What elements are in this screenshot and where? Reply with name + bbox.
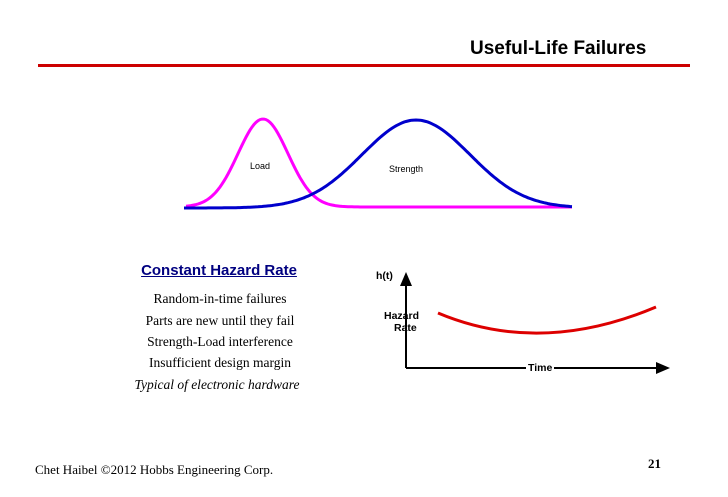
bullet-item: Insufficient design margin [149, 355, 291, 370]
slide-title: Useful-Life Failures [470, 38, 647, 59]
hazard-axes [400, 272, 670, 374]
y-axis-label: h(t) [376, 270, 393, 282]
hazard-label-line2: Rate [394, 322, 417, 334]
bullet-item: Strength-Load interference [147, 334, 293, 349]
footer-credit: Chet Haibel ©2012 Hobbs Engineering Corp… [35, 462, 274, 477]
bullet-item: Parts are new until they fail [145, 313, 295, 328]
hazard-rate-curve [437, 305, 657, 335]
note-text: Typical of electronic hardware [134, 377, 300, 392]
page-number: 21 [648, 456, 661, 471]
strength-label: Strength [389, 164, 424, 174]
bullet-item: Random-in-time failures [153, 291, 287, 306]
load-label: Load [250, 161, 271, 171]
title-rule [38, 64, 690, 67]
hazard-label-line1: Hazard [384, 310, 420, 322]
strength-distribution-curve [184, 118, 573, 210]
section-heading: Constant Hazard Rate [141, 262, 297, 279]
x-axis-label: Time [526, 362, 555, 374]
load-distribution-curve [185, 117, 572, 209]
